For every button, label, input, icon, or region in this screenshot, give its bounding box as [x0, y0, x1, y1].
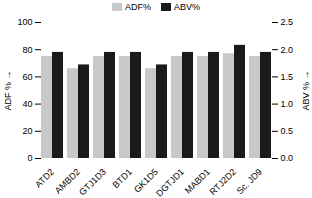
svg-text:GTJ1D3: GTJ1D3 [77, 167, 108, 198]
svg-text:RTJ2D2: RTJ2D2 [208, 167, 238, 197]
svg-text:20: 20 [22, 126, 32, 136]
svg-text:MABD1: MABD1 [183, 167, 212, 196]
svg-text:Sc. JD9: Sc. JD9 [235, 167, 264, 196]
svg-text:BTD1: BTD1 [111, 167, 134, 190]
svg-text:0: 0 [27, 153, 32, 163]
svg-text:80: 80 [22, 45, 32, 55]
svg-text:40: 40 [22, 99, 32, 109]
svg-text:100: 100 [17, 17, 32, 27]
html-text:ADF%: ADF% [125, 2, 151, 12]
svg-text:2.0: 2.0 [281, 45, 294, 55]
svg-text:1.0: 1.0 [281, 99, 294, 109]
svg-text:0.5: 0.5 [281, 126, 294, 136]
svg-text:ADF % →: ADF % → [3, 70, 13, 110]
svg-text:60: 60 [22, 72, 32, 82]
svg-text:ABV % →: ABV % → [301, 70, 311, 110]
svg-text:AMBD2: AMBD2 [52, 166, 82, 196]
svg-text:ATD2: ATD2 [33, 167, 56, 190]
html-text:ABV%: ABV% [174, 2, 200, 12]
svg-text:GK1D5: GK1D5 [132, 166, 160, 195]
svg-text:1.5: 1.5 [281, 72, 294, 82]
svg-text:2.5: 2.5 [281, 17, 294, 27]
svg-text:DGTJD1: DGTJD1 [154, 167, 186, 198]
svg-text:0.0: 0.0 [281, 153, 294, 163]
